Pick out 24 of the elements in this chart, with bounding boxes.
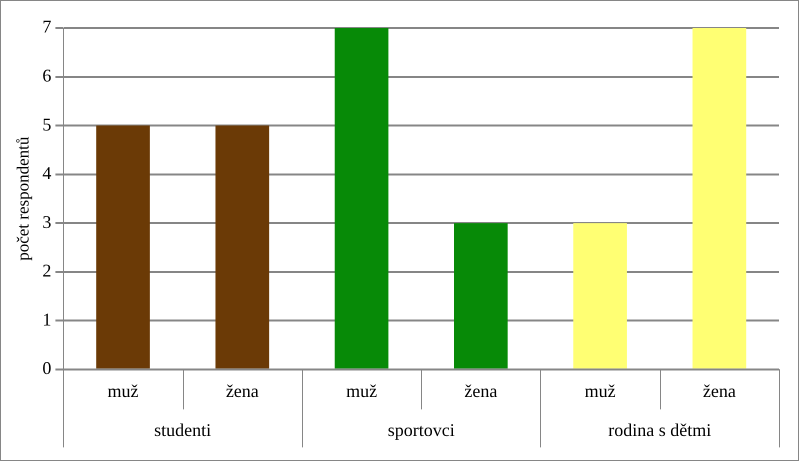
y-tick-label: 0: [42, 358, 52, 378]
y-tick-label: 6: [42, 66, 52, 86]
y-axis-title: počet respondentů: [14, 136, 33, 261]
y-tick-label: 4: [42, 163, 52, 184]
bar: [334, 28, 388, 368]
y-tick-label: 1: [42, 309, 52, 330]
text: sportovci: [388, 420, 455, 440]
x-tick-label: muž: [584, 380, 616, 401]
bar: [215, 126, 270, 368]
bar: [96, 126, 150, 368]
text: rodina s dětmi: [608, 420, 712, 440]
x-tick-label: žena: [464, 380, 498, 401]
x-tick-label: muž: [108, 380, 139, 401]
bar: [573, 223, 627, 368]
x-tick-label: žena: [226, 380, 259, 401]
y-tick-label: 2: [42, 260, 52, 281]
bar: [454, 223, 508, 368]
y-tick-label: 7: [42, 16, 52, 37]
x-tick-label: muž: [346, 380, 378, 401]
y-tick-label: 3: [42, 212, 52, 232]
y-tick-label: 5: [42, 114, 52, 134]
x-tick-label: žena: [702, 380, 736, 401]
bar: [692, 28, 746, 368]
text: studenti: [154, 420, 212, 440]
